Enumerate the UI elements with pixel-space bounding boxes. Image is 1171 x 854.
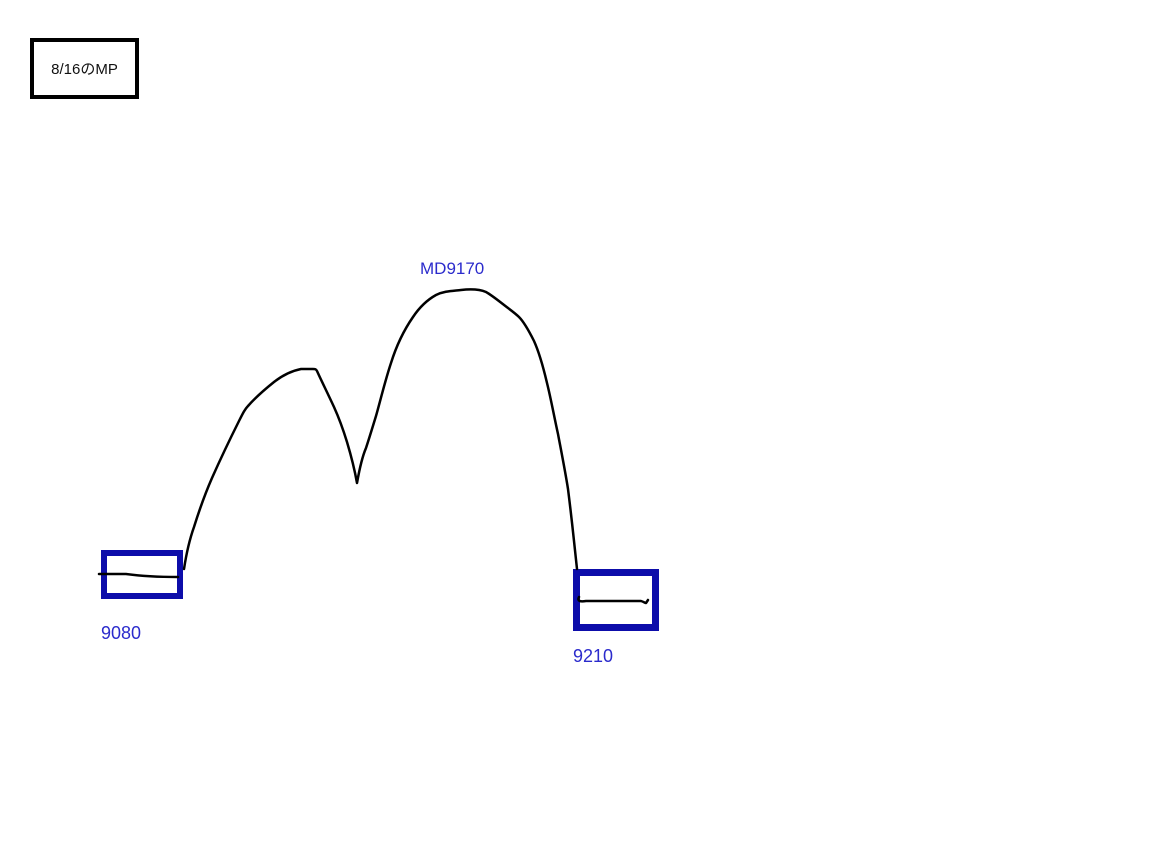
date-mp-box: 8/16のMP — [30, 38, 139, 99]
peak-label: MD9170 — [420, 259, 485, 278]
right-value-label: 9210 — [573, 646, 614, 666]
right-highlight-box — [573, 569, 659, 631]
date-mp-label: 8/16のMP — [51, 61, 118, 78]
left-highlight-box — [101, 550, 183, 599]
left-value-label: 9080 — [101, 623, 142, 643]
price-curve — [182, 288, 579, 571]
